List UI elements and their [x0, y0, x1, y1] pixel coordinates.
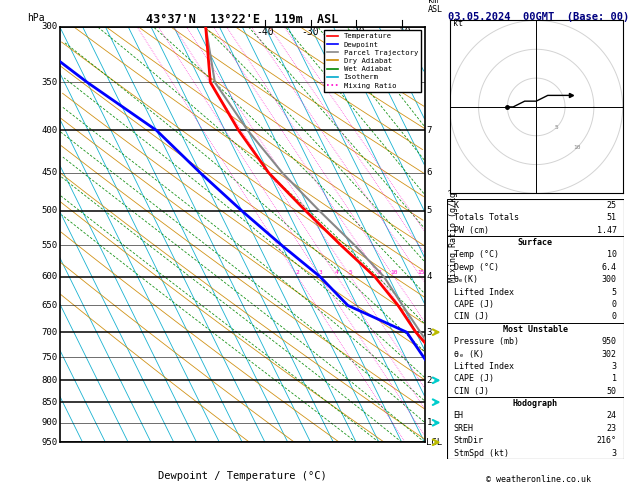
Text: 900: 900: [42, 418, 58, 427]
Text: Mixing Ratio (g/kg): Mixing Ratio (g/kg): [449, 187, 459, 282]
Text: StmSpd (kt): StmSpd (kt): [454, 449, 509, 458]
Text: 300: 300: [602, 275, 617, 284]
Text: 950: 950: [602, 337, 617, 346]
Text: CAPE (J): CAPE (J): [454, 374, 494, 383]
Text: -40: -40: [256, 27, 274, 37]
Text: Pressure (mb): Pressure (mb): [454, 337, 519, 346]
Text: 3: 3: [612, 449, 617, 458]
Legend: Temperature, Dewpoint, Parcel Trajectory, Dry Adiabat, Wet Adiabat, Isotherm, Mi: Temperature, Dewpoint, Parcel Trajectory…: [324, 30, 421, 91]
Text: hPa: hPa: [27, 13, 45, 22]
Text: 6.4: 6.4: [602, 263, 617, 272]
Text: Lifted Index: Lifted Index: [454, 362, 514, 371]
Text: 3: 3: [426, 328, 431, 337]
Text: CIN (J): CIN (J): [454, 312, 489, 321]
Text: Dewp (°C): Dewp (°C): [454, 263, 499, 272]
Text: 216°: 216°: [597, 436, 617, 445]
Text: CIN (J): CIN (J): [454, 387, 489, 396]
Text: 25: 25: [607, 201, 617, 210]
Text: LCL: LCL: [426, 438, 443, 447]
Text: 2: 2: [296, 270, 299, 275]
Text: 850: 850: [42, 398, 58, 407]
Text: 450: 450: [42, 168, 58, 177]
Text: 1: 1: [426, 418, 431, 427]
Text: 3: 3: [318, 270, 322, 275]
Text: 10: 10: [607, 250, 617, 260]
Text: θₑ (K): θₑ (K): [454, 349, 484, 359]
Text: 23: 23: [607, 424, 617, 433]
Text: 4: 4: [335, 270, 339, 275]
Text: EH: EH: [454, 412, 464, 420]
Text: 7: 7: [426, 126, 431, 135]
Text: 750: 750: [42, 352, 58, 362]
Text: 50: 50: [607, 387, 617, 396]
Text: 5: 5: [348, 270, 352, 275]
Text: 15: 15: [417, 270, 425, 275]
Text: K: K: [454, 201, 459, 210]
Text: Totals Totals: Totals Totals: [454, 213, 519, 222]
Text: km
ASL: km ASL: [428, 0, 443, 14]
Text: © weatheronline.co.uk: © weatheronline.co.uk: [486, 474, 591, 484]
Text: 51: 51: [607, 213, 617, 222]
Text: 350: 350: [42, 78, 58, 87]
Text: kt: kt: [453, 19, 462, 28]
Text: 24: 24: [607, 412, 617, 420]
Text: 650: 650: [42, 301, 58, 310]
Text: 10: 10: [573, 145, 581, 150]
Text: θₑ(K): θₑ(K): [454, 275, 479, 284]
Text: 500: 500: [42, 207, 58, 215]
Text: 03.05.2024  00GMT  (Base: 00): 03.05.2024 00GMT (Base: 00): [448, 12, 629, 22]
Text: Surface: Surface: [518, 238, 553, 247]
Text: SREH: SREH: [454, 424, 474, 433]
Text: -30: -30: [302, 27, 320, 37]
Text: 5: 5: [555, 124, 559, 130]
Text: Temp (°C): Temp (°C): [454, 250, 499, 260]
Text: Most Unstable: Most Unstable: [503, 325, 568, 334]
Text: Dewpoint / Temperature (°C): Dewpoint / Temperature (°C): [158, 471, 326, 481]
Text: 5: 5: [426, 207, 431, 215]
Text: 400: 400: [42, 126, 58, 135]
Text: Lifted Index: Lifted Index: [454, 288, 514, 296]
Text: 1: 1: [612, 374, 617, 383]
Text: 600: 600: [42, 272, 58, 281]
Text: -20: -20: [347, 27, 365, 37]
Text: 300: 300: [42, 22, 58, 31]
Text: 3: 3: [612, 362, 617, 371]
Text: 6: 6: [426, 168, 431, 177]
Text: 0: 0: [612, 312, 617, 321]
Title: 43°37'N  13°22'E  119m  ASL: 43°37'N 13°22'E 119m ASL: [146, 13, 338, 26]
Text: -10: -10: [393, 27, 411, 37]
Text: 10: 10: [390, 270, 398, 275]
Text: StmDir: StmDir: [454, 436, 484, 445]
Text: 302: 302: [602, 349, 617, 359]
Text: CAPE (J): CAPE (J): [454, 300, 494, 309]
Text: 8: 8: [378, 270, 381, 275]
Text: 550: 550: [42, 241, 58, 250]
Text: 5: 5: [612, 288, 617, 296]
Text: 950: 950: [42, 438, 58, 447]
Text: 1.47: 1.47: [597, 226, 617, 235]
Text: 4: 4: [426, 272, 431, 281]
Text: PW (cm): PW (cm): [454, 226, 489, 235]
Text: 700: 700: [42, 328, 58, 337]
Text: Hodograph: Hodograph: [513, 399, 558, 408]
Text: 2: 2: [426, 376, 431, 385]
Text: 800: 800: [42, 376, 58, 385]
Text: 0: 0: [612, 300, 617, 309]
